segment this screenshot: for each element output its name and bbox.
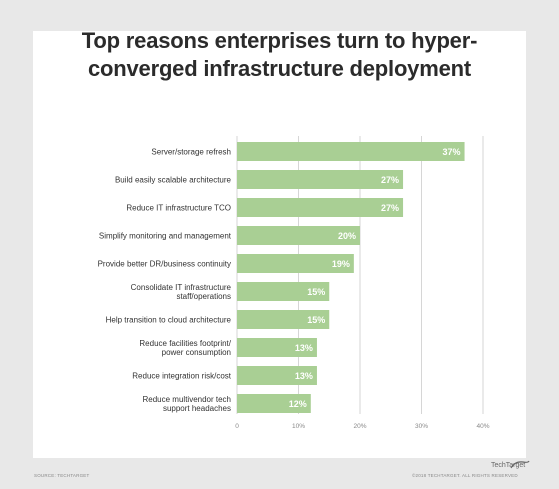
category-label: Provide better DR/business continuity xyxy=(98,260,231,269)
value-label: 15% xyxy=(307,315,325,325)
bar xyxy=(237,170,404,189)
bar xyxy=(237,394,311,413)
x-tick-label: 0 xyxy=(235,423,239,430)
category-label: Consolidate IT infrastructure staff/opera… xyxy=(131,283,232,301)
category-label: Reduce IT infrastructure TCO xyxy=(126,204,231,213)
category-label: Reduce facilities footprint/power consum… xyxy=(139,339,231,357)
value-label: 20% xyxy=(338,231,356,241)
value-label: 37% xyxy=(443,147,461,157)
bar xyxy=(237,338,317,357)
value-label: 13% xyxy=(295,371,313,381)
copyright-note: ©2018 TECHTARGET. ALL RIGHTS RESERVED xyxy=(412,473,518,478)
category-label: Simplify monitoring and management xyxy=(99,232,232,241)
chart-title-line-1: Top reasons enterprises turn to hyper- xyxy=(81,28,478,53)
category-label: Server/storage refresh xyxy=(151,148,231,157)
x-tick-label: 20% xyxy=(353,423,366,430)
value-label: 13% xyxy=(295,343,313,353)
category-label: Reduce multivendor tech support headaches xyxy=(143,395,232,413)
chart-title-line-2: converged infrastructure deployment xyxy=(88,56,471,81)
x-tick-label: 30% xyxy=(415,423,428,430)
bar xyxy=(237,254,354,273)
category-label: Reduce integration risk/cost xyxy=(132,372,231,381)
bar xyxy=(237,142,465,161)
value-label: 15% xyxy=(307,287,325,297)
techtarget-logo-icon xyxy=(510,460,530,469)
source-note: SOURCE: TECHTARGET xyxy=(34,473,90,478)
bar xyxy=(237,366,317,385)
value-label: 27% xyxy=(381,175,399,185)
x-tick-label: 40% xyxy=(476,423,489,430)
brand-name: TechTarget xyxy=(491,462,526,469)
bar xyxy=(237,226,360,245)
bar xyxy=(237,198,404,217)
value-label: 12% xyxy=(289,399,307,409)
chart-title: Top reasons enterprises turn to hyper- c… xyxy=(0,27,559,83)
value-label: 27% xyxy=(381,203,399,213)
category-label: Build easily scalable architecture xyxy=(115,176,232,185)
bar xyxy=(237,282,330,301)
category-label: Help transition to cloud architecture xyxy=(106,316,232,325)
bar xyxy=(237,310,330,329)
value-label: 19% xyxy=(332,259,350,269)
x-tick-label: 10% xyxy=(292,423,305,430)
